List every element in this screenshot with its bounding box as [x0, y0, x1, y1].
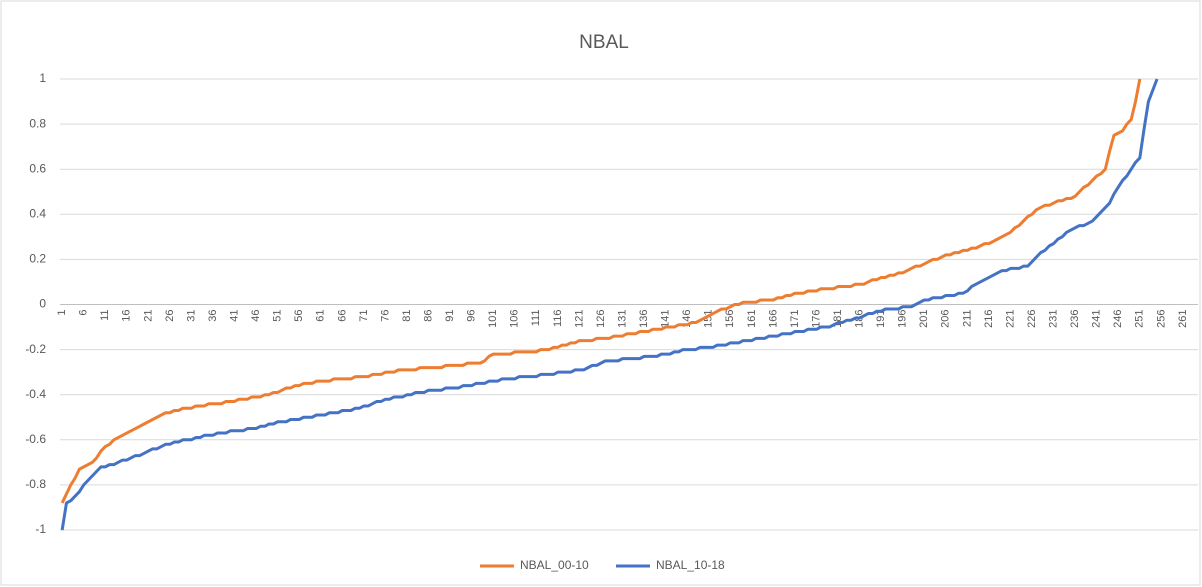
- x-tick-label: 6: [78, 310, 90, 316]
- line-series: [60, 78, 1142, 504]
- x-tick-label: 31: [185, 310, 197, 322]
- y-tick-label: 0.2: [29, 252, 46, 266]
- y-tick-label: 0: [39, 297, 46, 311]
- x-tick-label: 21: [142, 310, 154, 322]
- x-tick-label: 131: [616, 310, 628, 328]
- x-tick-label: 56: [293, 310, 305, 322]
- x-tick-label: 96: [466, 310, 478, 322]
- x-tick-label: 126: [595, 310, 607, 328]
- x-tick-label: 236: [1069, 310, 1081, 328]
- x-tick-label: 176: [810, 310, 822, 328]
- y-tick-label: 1: [39, 71, 46, 85]
- x-tick-label: 1: [56, 310, 68, 316]
- legend-label: NBAL_00-10: [520, 558, 589, 572]
- x-tick-label: 141: [660, 310, 672, 328]
- x-tick-label: 221: [1004, 310, 1016, 328]
- x-tick-label: 256: [1155, 310, 1167, 328]
- x-tick-label: 191: [875, 310, 887, 328]
- x-tick-label: 251: [1134, 310, 1146, 328]
- x-tick-label: 216: [983, 310, 995, 328]
- x-tick-label: 106: [509, 310, 521, 328]
- y-tick-label: 0.8: [29, 116, 46, 130]
- x-tick-label: 111: [530, 310, 542, 327]
- x-tick-label: 161: [746, 310, 758, 328]
- chart-title: NBAL: [579, 32, 629, 53]
- x-tick-label: 26: [164, 310, 176, 322]
- x-tick-label: 261: [1177, 310, 1189, 328]
- x-tick-label: 231: [1048, 310, 1060, 328]
- x-tick-label: 46: [250, 310, 262, 322]
- x-tick-label: 91: [444, 310, 456, 322]
- x-tick-label: 246: [1112, 310, 1124, 328]
- y-tick-label: 0.6: [29, 161, 46, 175]
- x-tick-label: 51: [272, 310, 284, 322]
- x-tick-label: 81: [401, 310, 413, 322]
- x-tick-label: 166: [767, 310, 779, 328]
- y-tick-label: -0.6: [25, 432, 46, 446]
- x-tick-label: 201: [918, 310, 930, 328]
- x-tick-label: 156: [724, 310, 736, 328]
- x-tick-label: 66: [336, 310, 348, 322]
- x-tick-label: 11: [99, 310, 111, 321]
- x-tick-label: 16: [121, 310, 133, 322]
- y-tick-label: -0.2: [25, 342, 46, 356]
- x-tick-label: 226: [1026, 310, 1038, 328]
- x-tick-label: 101: [487, 310, 499, 328]
- x-tick-label: 61: [315, 310, 327, 322]
- x-tick-label: 171: [789, 310, 801, 328]
- x-tick-label: 241: [1091, 310, 1103, 328]
- x-tick-label: 196: [897, 310, 909, 328]
- x-tick-label: 121: [573, 310, 585, 328]
- x-tick-label: 136: [638, 310, 650, 328]
- legend-label: NBAL_10-18: [656, 558, 725, 572]
- x-tick-label: 86: [422, 310, 434, 322]
- x-tick-label: 76: [379, 310, 391, 322]
- y-tick-label: 0.4: [29, 206, 46, 220]
- x-tick-label: 71: [358, 310, 370, 322]
- y-tick-label: -1: [35, 522, 46, 536]
- x-tick-label: 36: [207, 310, 219, 322]
- line-series: [60, 78, 1159, 531]
- x-tick-label: 116: [552, 310, 564, 328]
- x-tick-label: 211: [961, 310, 973, 328]
- y-tick-label: -0.4: [25, 387, 46, 401]
- x-tick-label: 41: [228, 310, 240, 322]
- x-tick-label: 206: [940, 310, 952, 328]
- y-tick-label: -0.8: [25, 477, 46, 491]
